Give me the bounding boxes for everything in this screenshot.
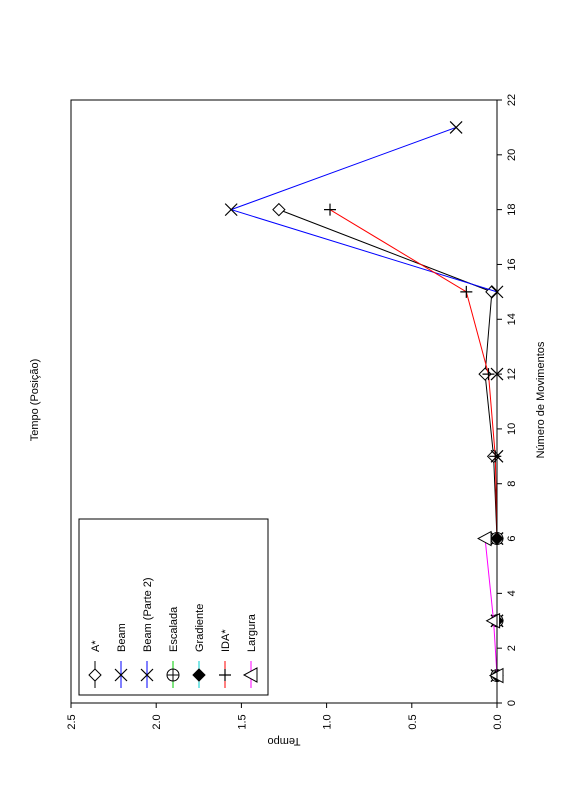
x-tick-label: 10: [506, 423, 518, 435]
y-axis-label: Tempo: [267, 735, 300, 747]
x-tick-label: 14: [506, 313, 518, 325]
legend-label: Beam: [116, 623, 128, 652]
x-tick-label: 0: [506, 700, 518, 706]
legend-box: [78, 518, 269, 696]
chart-title: Tempo (Posição): [29, 359, 41, 442]
legend-marker: [88, 668, 102, 682]
legend-marker: [192, 668, 206, 682]
series-line-1: [278, 209, 498, 676]
legend-label: Beam (Parte 2): [142, 577, 154, 652]
legend-label: A*: [90, 640, 102, 652]
x-tick-label: 12: [506, 368, 518, 380]
y-tick-label: 0.0: [492, 714, 504, 729]
legend: A* Beam Beam (Parte 2) Escalada Gradiente IDA…: [78, 518, 269, 696]
y-tick-label: 0.5: [407, 714, 419, 729]
x-tick-label: 16: [506, 258, 518, 270]
series-line-2: [229, 126, 498, 676]
data-point: [272, 202, 286, 217]
axes: 0 2 4 6 8 10 12 14 16 18 20 22 0.0 0.5 1.0 1.5 2.0 2.5: [66, 94, 518, 730]
legend-marker: [242, 667, 258, 683]
legend-label: Largura: [246, 613, 258, 652]
y-tick-label: 2.0: [151, 714, 163, 729]
plot-frame: [70, 99, 498, 704]
data-point: [477, 530, 492, 547]
x-axis-label: Número de Movimentos: [535, 341, 547, 458]
series-line-6: [329, 209, 498, 676]
data-point: [489, 450, 502, 463]
legend-label: IDA*: [220, 629, 232, 652]
x-tick-label: 18: [506, 204, 518, 216]
data-point: [485, 612, 501, 629]
legend-marker: [114, 668, 128, 682]
data-point: [460, 285, 473, 298]
x-tick-label: 6: [506, 535, 518, 541]
legend-marker: [219, 669, 231, 681]
legend-marker: [166, 668, 180, 682]
x-tick-label: 8: [506, 481, 518, 487]
y-tick-label: 1.0: [322, 714, 334, 729]
legend-label: Escalada: [168, 606, 180, 652]
x-tick-label: 22: [506, 94, 518, 106]
legend-marker: [140, 668, 154, 682]
data-point: [224, 203, 238, 217]
data-point: [449, 120, 463, 134]
legend-label: Gradiente: [194, 604, 206, 652]
x-tick-label: 2: [506, 645, 518, 651]
x-tick-label: 20: [506, 149, 518, 161]
series-line-7: [484, 538, 498, 676]
data-point: [324, 203, 337, 216]
y-tick-label: 2.5: [66, 714, 78, 729]
data-point: [482, 368, 495, 381]
y-tick-label: 1.5: [236, 714, 248, 729]
x-tick-label: 4: [506, 590, 518, 596]
